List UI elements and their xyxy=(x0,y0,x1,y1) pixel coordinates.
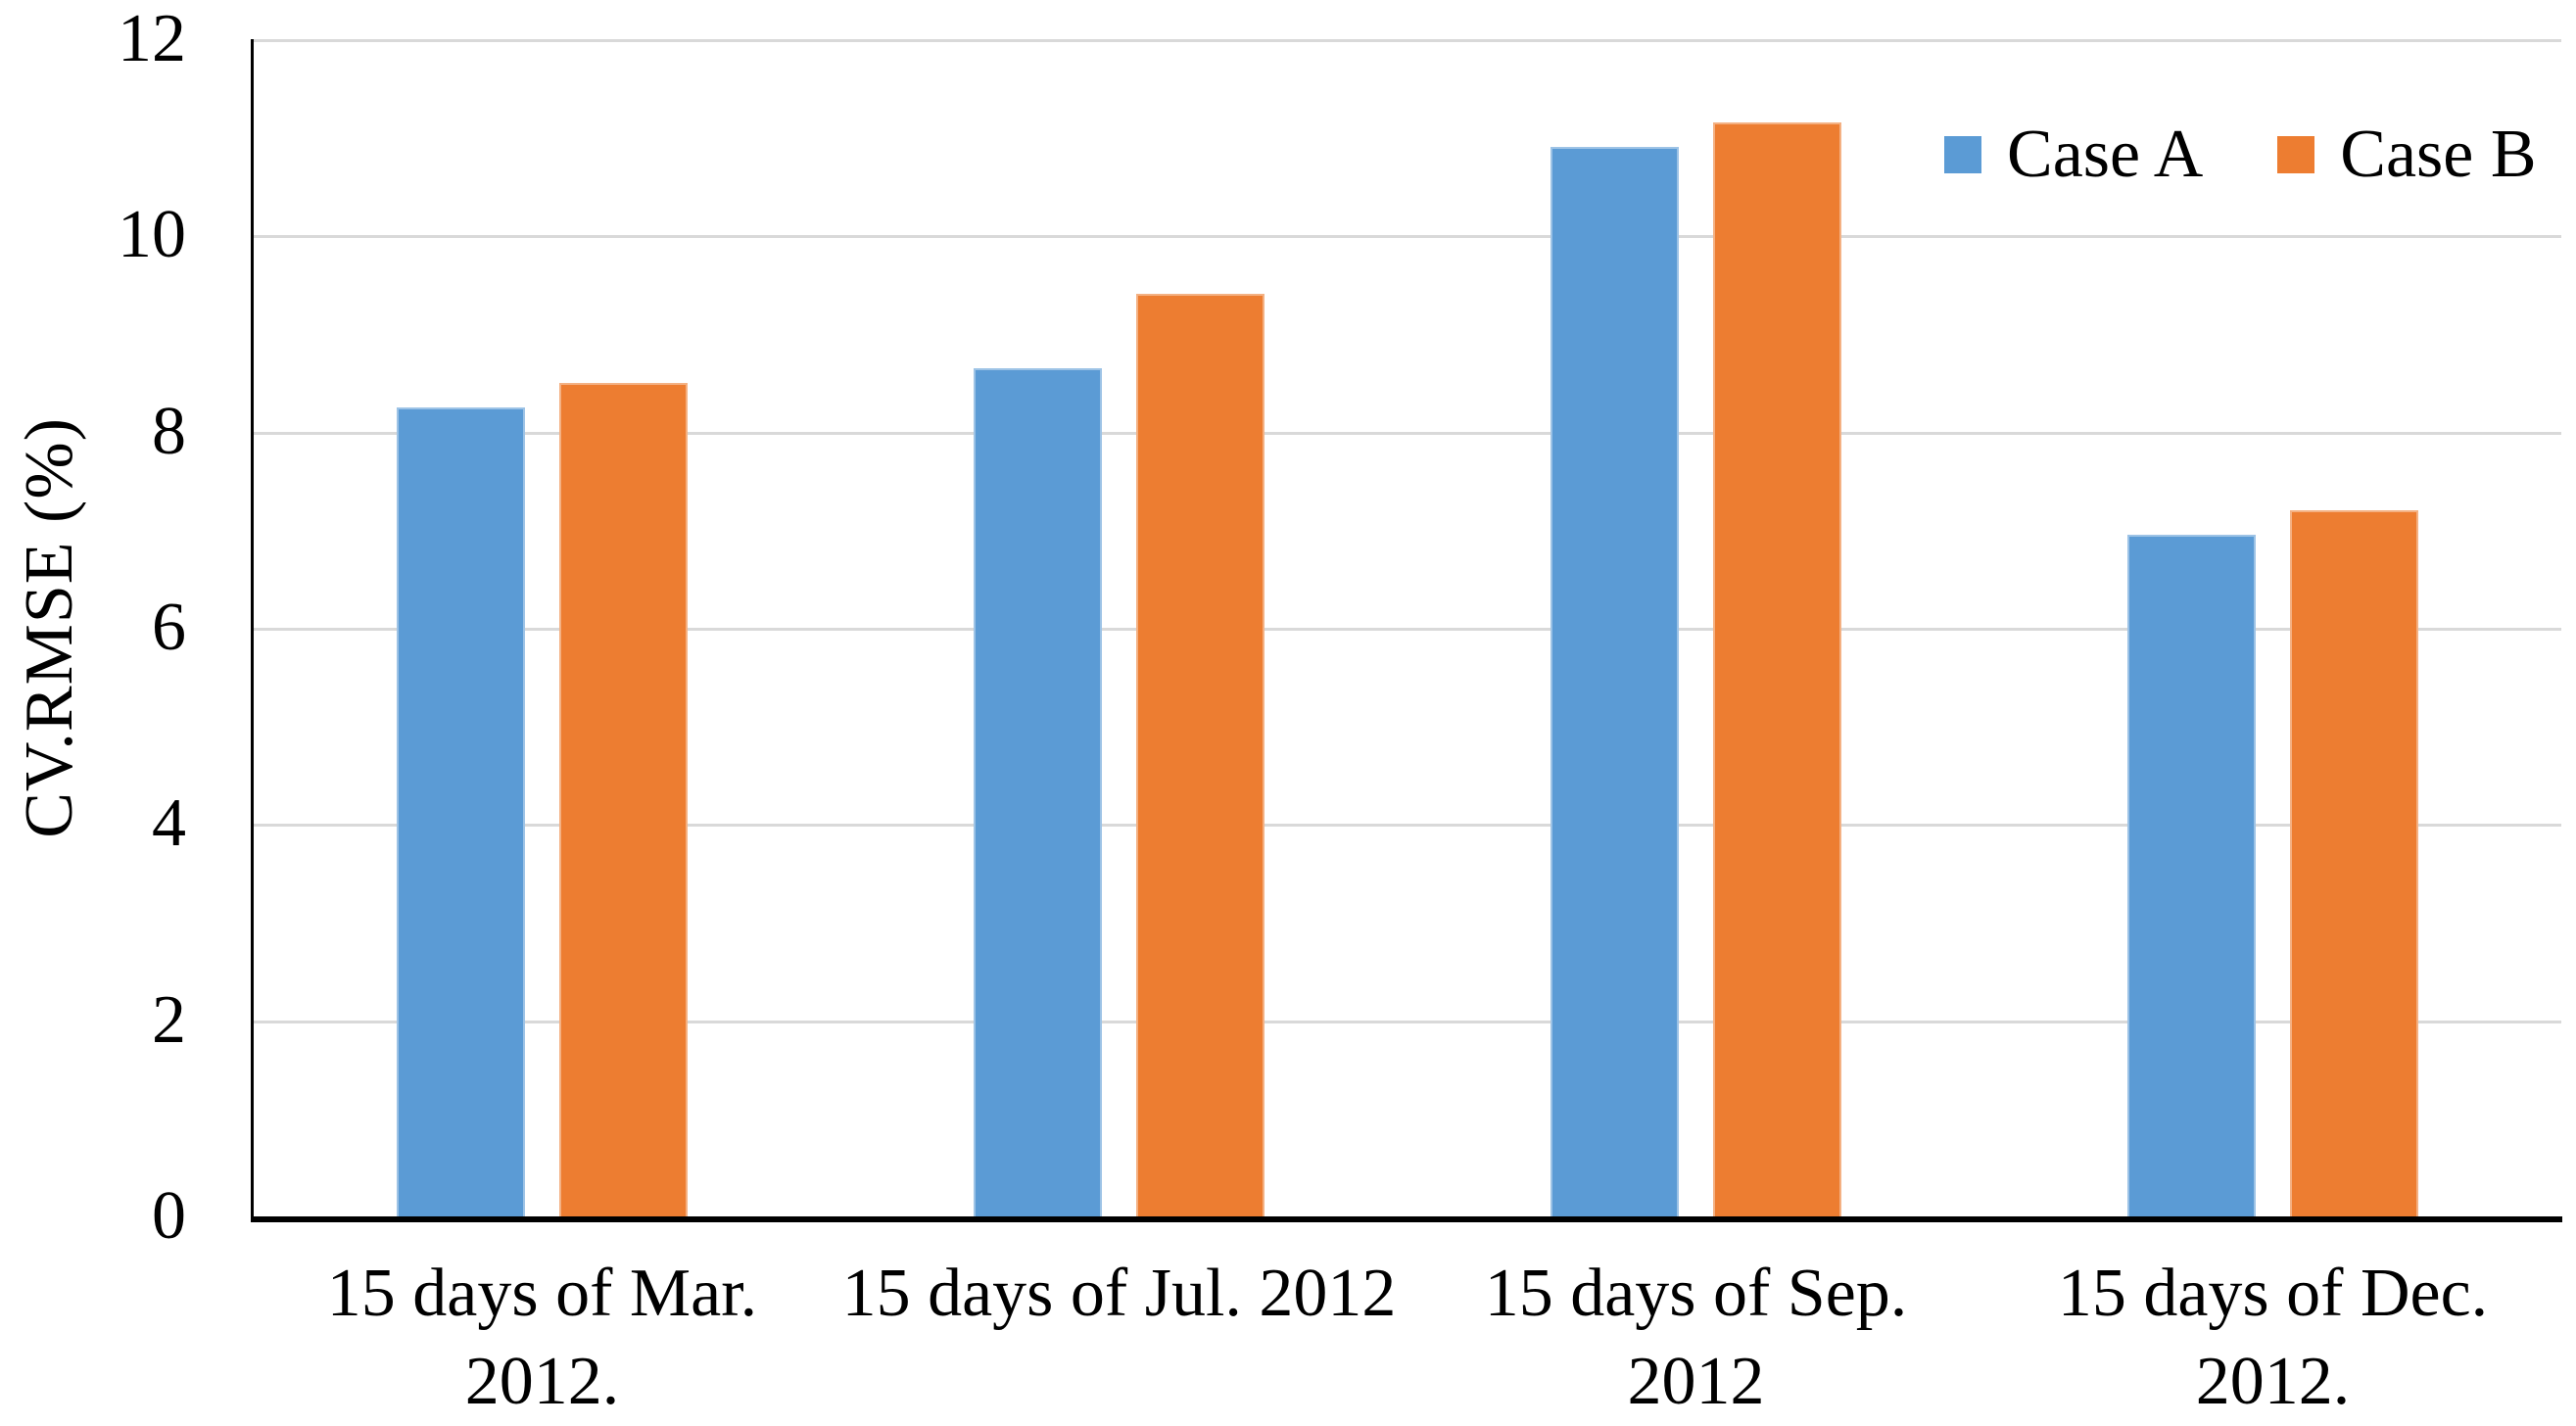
legend: Case A Case B xyxy=(1944,116,2537,194)
x-axis-labels: 15 days of Mar. 2012. 15 days of Jul. 2012… xyxy=(254,1250,2561,1426)
bar-case-b-category-1 xyxy=(1136,294,1264,1216)
bar-group-1 xyxy=(831,39,1407,1216)
x-tick-label-line: 2012. xyxy=(464,1344,620,1419)
x-tick-label-line: 15 days of Sep. xyxy=(1484,1256,1908,1331)
x-tick-label-2: 15 days of Sep. 2012 xyxy=(1407,1250,1984,1426)
y-tick-label-0: 0 xyxy=(152,1178,186,1254)
bar-group-2 xyxy=(1407,39,1984,1216)
plot-area: Case A Case B xyxy=(254,39,2561,1216)
bar-case-b-category-2 xyxy=(1713,122,1841,1216)
x-tick-label-line: 15 days of Dec. xyxy=(2057,1256,2489,1331)
y-axis-tick-labels: 0 2 4 6 8 10 12 xyxy=(0,1,186,1254)
bar-case-a-category-1 xyxy=(974,367,1102,1216)
bar-group-0 xyxy=(254,39,831,1216)
gridline-y-8 xyxy=(254,431,2561,435)
y-tick-label-8: 8 xyxy=(152,393,186,469)
y-tick-label-10: 10 xyxy=(118,197,186,273)
bar-group-3 xyxy=(1984,39,2561,1216)
legend-swatch-icon xyxy=(1944,136,1981,173)
x-tick-label-3: 15 days of Dec. 2012. xyxy=(1984,1250,2561,1426)
legend-label: Case B xyxy=(2340,117,2537,192)
bar-case-a-category-3 xyxy=(2127,534,2256,1216)
gridline-y-4 xyxy=(254,824,2561,828)
y-tick-label-2: 2 xyxy=(152,981,186,1058)
bar-case-b-category-0 xyxy=(559,382,688,1216)
gridline-y-2 xyxy=(254,1020,2561,1023)
x-tick-label-line: 2012 xyxy=(1627,1344,1765,1419)
bar-case-b-category-3 xyxy=(2290,509,2418,1216)
x-axis-line xyxy=(251,1216,2562,1222)
x-tick-label-line: 15 days of Mar. xyxy=(326,1256,758,1331)
gridline-y-12 xyxy=(254,39,2561,42)
gridline-y-10 xyxy=(254,235,2561,239)
legend-label: Case A xyxy=(2007,117,2204,192)
bar-case-a-category-0 xyxy=(397,406,525,1216)
x-tick-label-1: 15 days of Jul. 2012 xyxy=(831,1250,1407,1426)
y-tick-label-6: 6 xyxy=(152,590,186,665)
bar-case-a-category-2 xyxy=(1550,147,1679,1216)
gridline-y-6 xyxy=(254,628,2561,631)
bar-groups xyxy=(254,39,2561,1216)
legend-item-case-b: Case B xyxy=(2277,116,2537,194)
legend-item-case-a: Case A xyxy=(1944,116,2203,194)
x-tick-label-0: 15 days of Mar. 2012. xyxy=(254,1250,831,1426)
legend-swatch-icon xyxy=(2277,136,2315,173)
x-tick-label-line: 2012. xyxy=(2195,1344,2351,1419)
y-tick-label-4: 4 xyxy=(152,785,186,862)
y-tick-label-12: 12 xyxy=(118,1,186,76)
y-axis-line xyxy=(251,39,254,1222)
x-tick-label-line: 15 days of Jul. 2012 xyxy=(841,1256,1397,1331)
